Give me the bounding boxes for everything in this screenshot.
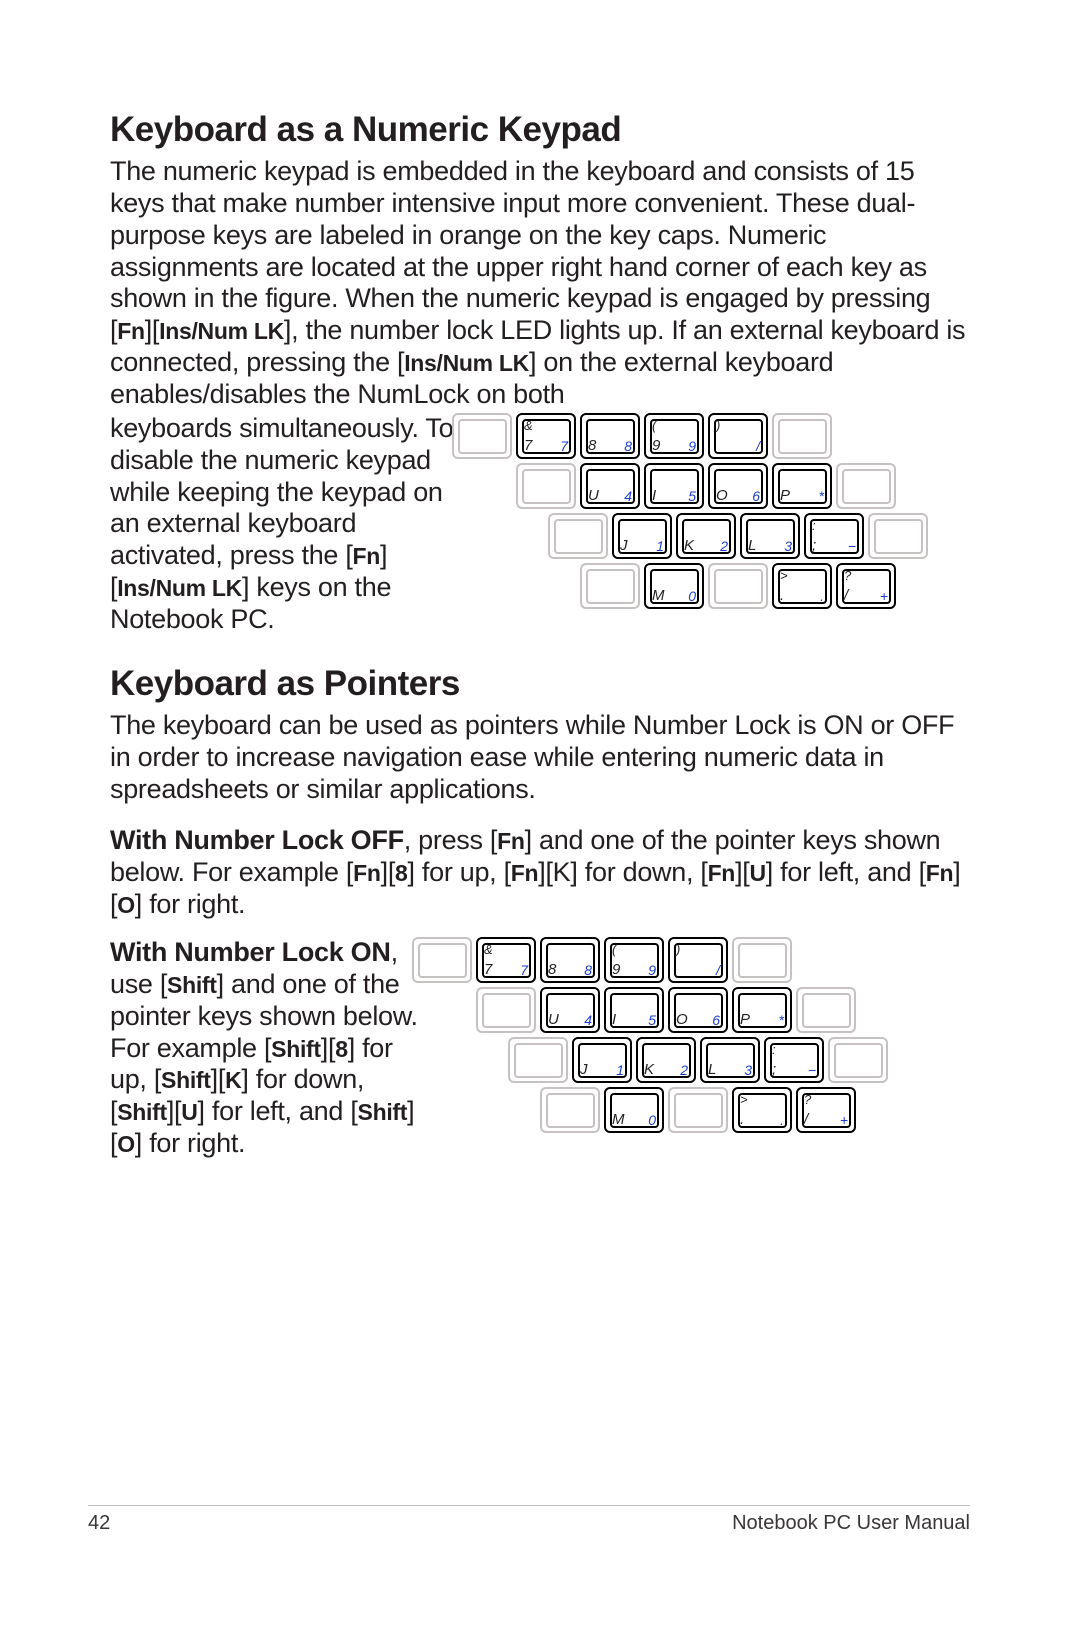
keycap: L3: [700, 1037, 760, 1083]
keycap: P*: [772, 463, 832, 509]
page-content: Keyboard as a Numeric Keypad The numeric…: [0, 0, 1080, 1160]
keycap: [836, 463, 896, 509]
keycap: &77: [516, 413, 576, 459]
keycap: (99: [644, 413, 704, 459]
keycap: M0: [604, 1087, 664, 1133]
keycap: 88: [580, 413, 640, 459]
heading-pointers: Keyboard as Pointers: [110, 664, 970, 704]
keycap: K2: [636, 1037, 696, 1083]
keycap: U4: [580, 463, 640, 509]
keycap: :;−: [764, 1037, 824, 1083]
keycap: M0: [644, 563, 704, 609]
keycap: )/: [668, 937, 728, 983]
keycap: [772, 413, 832, 459]
keycap: &77: [476, 937, 536, 983]
page-footer: 42 Notebook PC User Manual: [88, 1505, 970, 1535]
keycap: [516, 463, 576, 509]
keycap: [548, 513, 608, 559]
keyboard-diagram-1: &7788(99)/ U4I5O6P* J1K2L3:;− M0 >..?/+: [484, 413, 928, 613]
para-pointers-3: With Number Lock ON, use [Shift] and one…: [110, 937, 430, 1160]
keycap: ?/+: [836, 563, 896, 609]
keycap: [828, 1037, 888, 1083]
keycap: [708, 563, 768, 609]
para-pointers-2: With Number Lock OFF, press [Fn] and one…: [110, 825, 970, 921]
keycap: [452, 413, 512, 459]
keycap: >..: [732, 1087, 792, 1133]
keycap: [540, 1087, 600, 1133]
keycap: [476, 987, 536, 1033]
keycap: ?/+: [796, 1087, 856, 1133]
keycap: 88: [540, 937, 600, 983]
footer-title: Notebook PC User Manual: [732, 1512, 970, 1535]
keycap: K2: [676, 513, 736, 559]
keycap: (99: [604, 937, 664, 983]
keycap: [796, 987, 856, 1033]
keycap: O6: [708, 463, 768, 509]
keycap: [868, 513, 928, 559]
keycap: [412, 937, 472, 983]
keycap: [508, 1037, 568, 1083]
page-number: 42: [88, 1512, 110, 1535]
keycap: I5: [644, 463, 704, 509]
keycap: )/: [708, 413, 768, 459]
heading-keypad: Keyboard as a Numeric Keypad: [110, 110, 970, 150]
keycap: L3: [740, 513, 800, 559]
para-pointers-1: The keyboard can be used as pointers whi…: [110, 710, 970, 806]
keyboard-diagram-2: &7788(99)/ U4I5O6P* J1K2L3:;− M0 >..?/+: [444, 937, 888, 1137]
keycap: >..: [772, 563, 832, 609]
keycap: [580, 563, 640, 609]
keycap: P*: [732, 987, 792, 1033]
keycap: J1: [572, 1037, 632, 1083]
keycap: J1: [612, 513, 672, 559]
keycap: [732, 937, 792, 983]
keycap: I5: [604, 987, 664, 1033]
keycap: :;−: [804, 513, 864, 559]
keycap: O6: [668, 987, 728, 1033]
para-keypad-1: The numeric keypad is embedded in the ke…: [110, 156, 970, 411]
para-keypad-wrap: keyboards simultaneously. To disable the…: [110, 413, 470, 636]
keycap: [668, 1087, 728, 1133]
keycap: U4: [540, 987, 600, 1033]
